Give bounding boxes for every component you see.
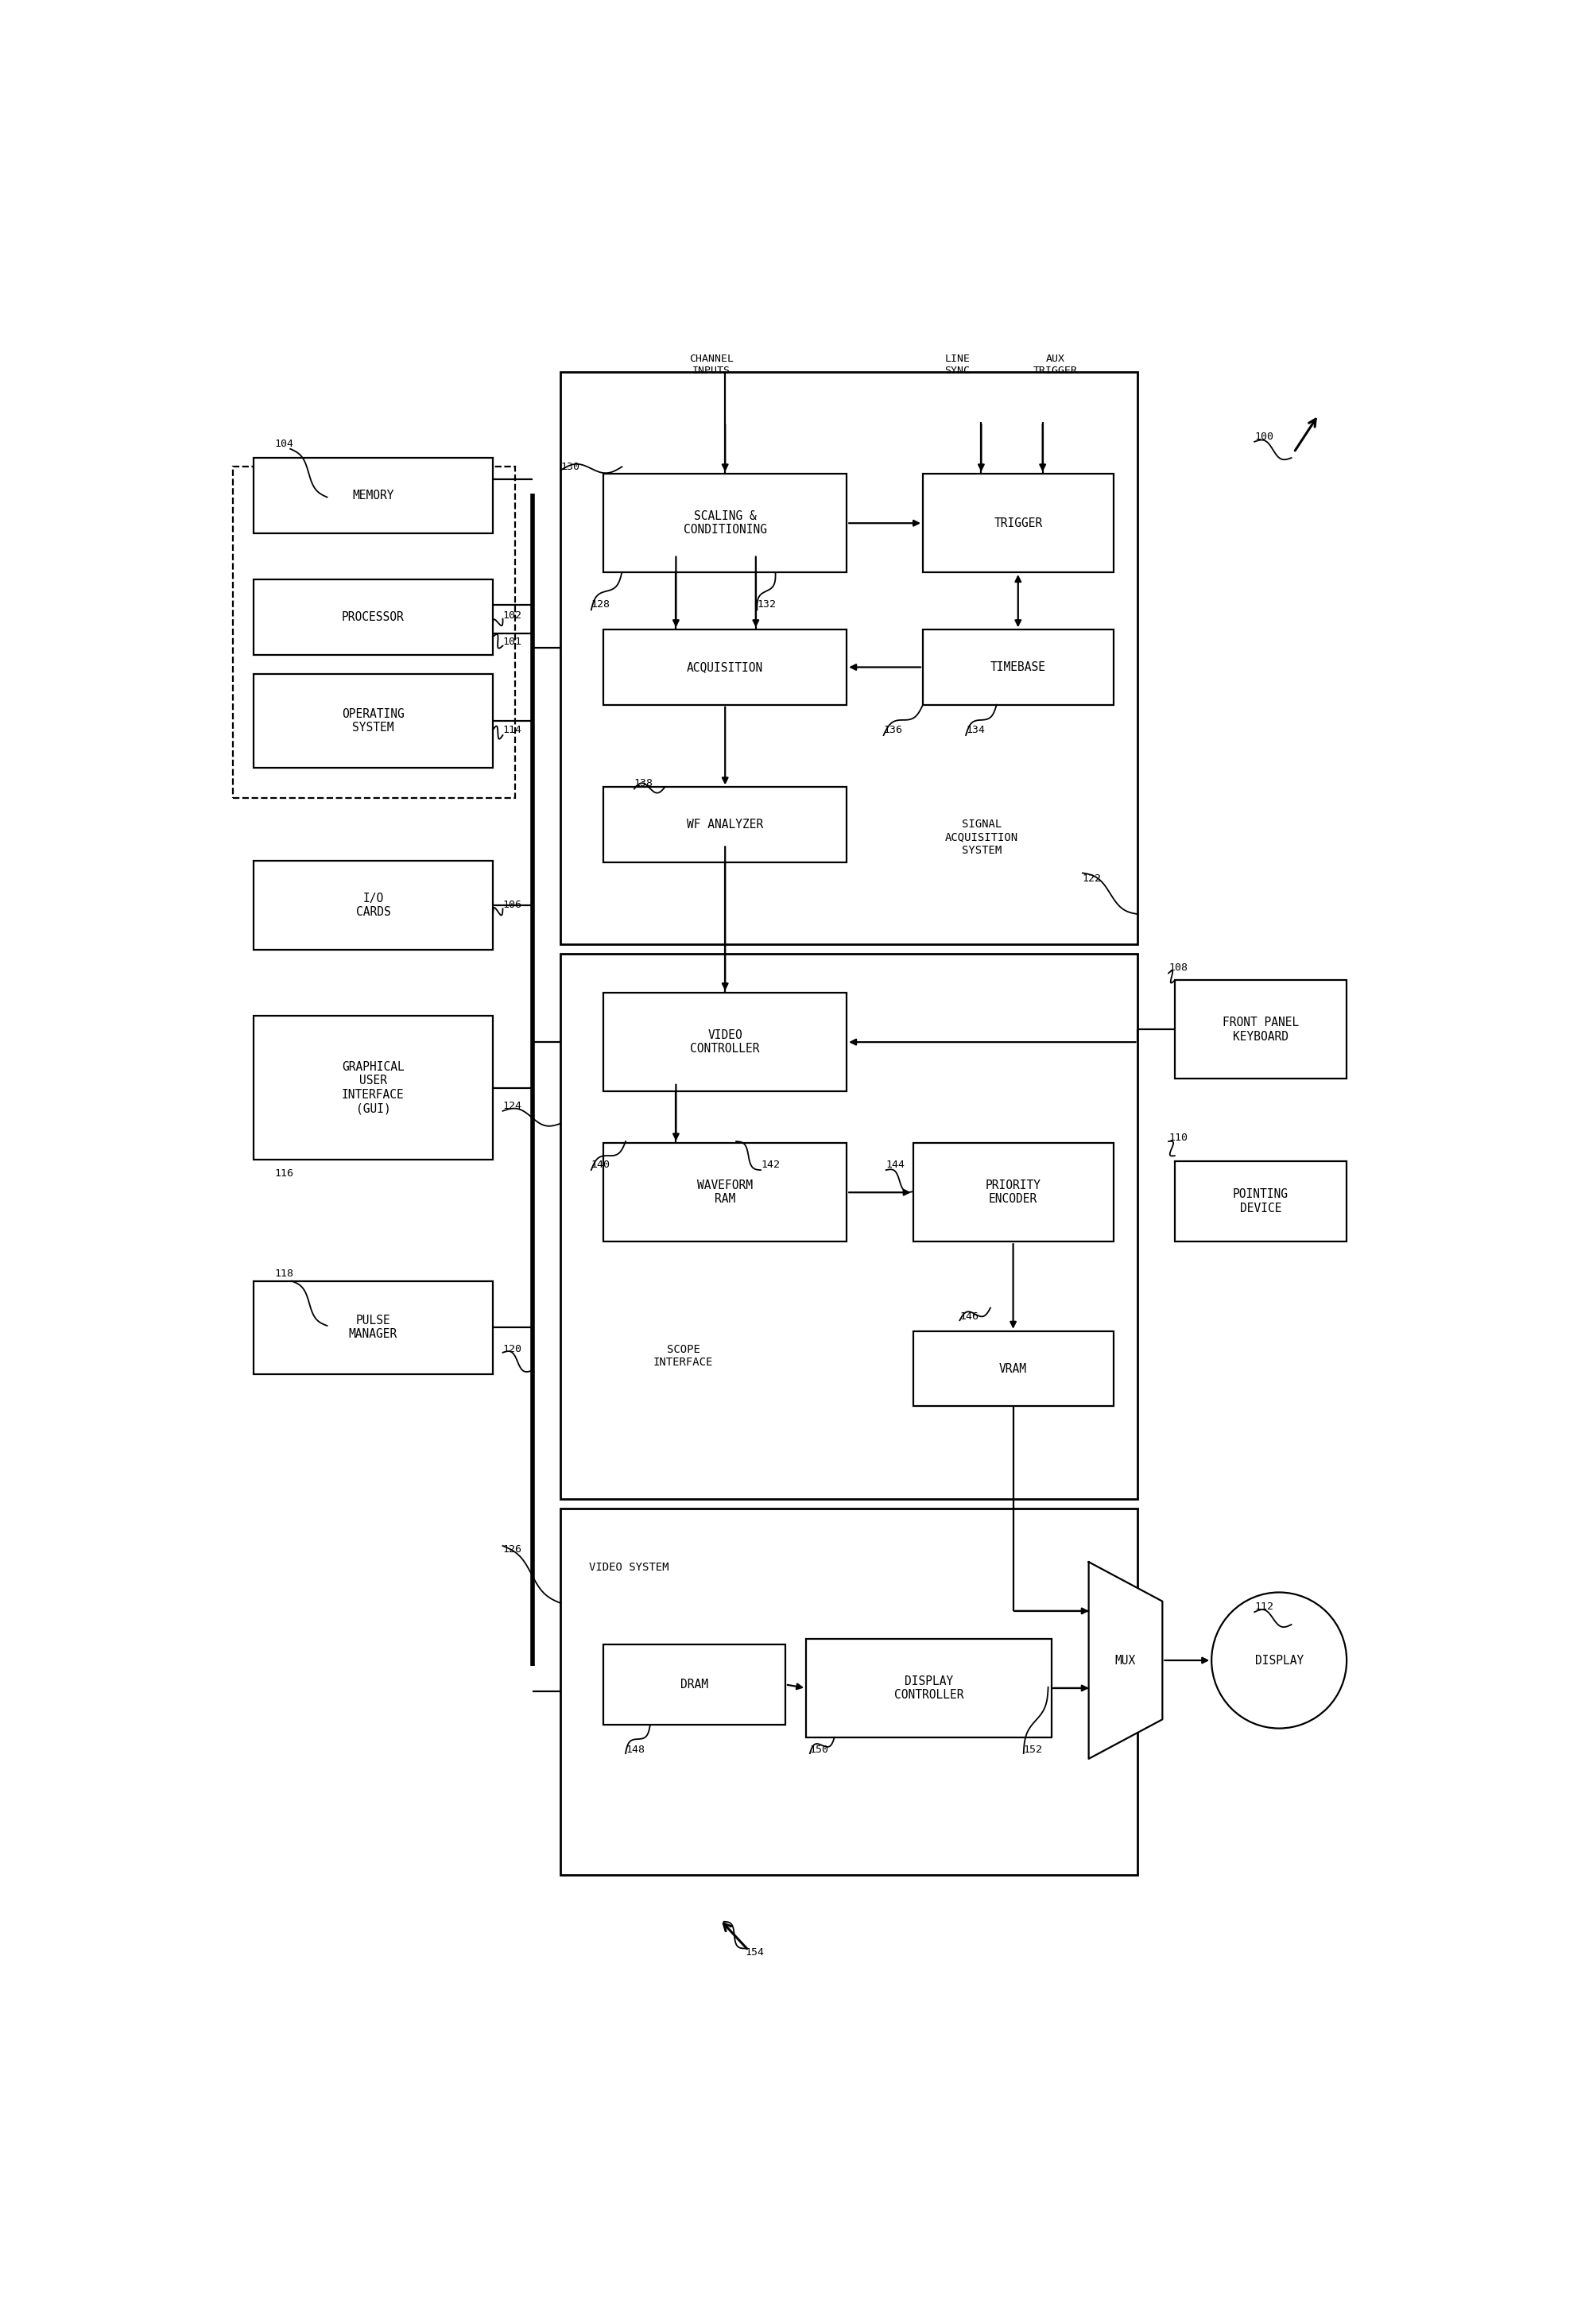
Bar: [233, 467, 515, 797]
Text: MUX: MUX: [1116, 1655, 1136, 1666]
Text: POINTING
DEVICE: POINTING DEVICE: [1233, 1188, 1289, 1213]
Text: 150: 150: [810, 1745, 829, 1755]
Text: TIMEBASE: TIMEBASE: [991, 662, 1046, 674]
Text: 116: 116: [274, 1169, 293, 1178]
Text: 134: 134: [965, 725, 984, 734]
Text: DISPLAY
CONTROLLER: DISPLAY CONTROLLER: [894, 1676, 964, 1701]
Bar: [604, 1645, 785, 1724]
Text: ACQUISITION: ACQUISITION: [686, 662, 764, 674]
Text: I/O
CARDS: I/O CARDS: [355, 892, 390, 918]
Text: 130: 130: [561, 462, 580, 472]
Text: GRAPHICAL
USER
INTERFACE
(GUI): GRAPHICAL USER INTERFACE (GUI): [342, 1062, 404, 1116]
Text: WAVEFORM
RAM: WAVEFORM RAM: [697, 1181, 753, 1206]
Text: LINE
SYNC: LINE SYNC: [945, 353, 970, 376]
Bar: [604, 1143, 846, 1241]
Bar: [913, 1143, 1113, 1241]
Bar: [604, 474, 846, 572]
Ellipse shape: [1211, 1592, 1347, 1729]
Text: 132: 132: [758, 600, 777, 609]
Text: 110: 110: [1168, 1132, 1187, 1143]
Bar: [254, 458, 493, 532]
Bar: [561, 953, 1138, 1499]
Text: 118: 118: [274, 1269, 293, 1278]
Bar: [254, 1281, 493, 1373]
Text: PROCESSOR: PROCESSOR: [342, 611, 404, 623]
Text: 106: 106: [502, 899, 521, 911]
Text: 104: 104: [274, 439, 293, 449]
Text: VIDEO
CONTROLLER: VIDEO CONTROLLER: [691, 1030, 759, 1055]
Text: MEMORY: MEMORY: [352, 490, 395, 502]
Text: 108: 108: [1168, 962, 1187, 974]
Text: SCOPE
INTERFACE: SCOPE INTERFACE: [653, 1343, 713, 1369]
Text: VIDEO SYSTEM: VIDEO SYSTEM: [588, 1562, 669, 1573]
Bar: [254, 860, 493, 951]
Bar: [254, 674, 493, 767]
Bar: [922, 630, 1113, 704]
Text: FRONT PANEL
KEYBOARD: FRONT PANEL KEYBOARD: [1222, 1016, 1300, 1043]
Text: 144: 144: [886, 1160, 905, 1169]
Text: 122: 122: [1083, 874, 1102, 883]
Bar: [922, 474, 1113, 572]
Bar: [561, 372, 1138, 944]
Text: PRIORITY
ENCODER: PRIORITY ENCODER: [986, 1181, 1041, 1206]
Text: 112: 112: [1255, 1601, 1274, 1613]
Bar: [1174, 1162, 1347, 1241]
Text: 152: 152: [1024, 1745, 1043, 1755]
Text: 100: 100: [1255, 432, 1274, 442]
Text: 124: 124: [502, 1102, 521, 1111]
Text: DRAM: DRAM: [680, 1678, 708, 1690]
Text: WF ANALYZER: WF ANALYZER: [686, 818, 764, 830]
Text: 142: 142: [761, 1160, 780, 1169]
Text: CHANNEL
INPUTS: CHANNEL INPUTS: [689, 353, 734, 376]
Bar: [604, 992, 846, 1092]
Text: 102: 102: [502, 611, 521, 621]
Text: 140: 140: [591, 1160, 610, 1169]
Text: 120: 120: [502, 1343, 521, 1355]
Bar: [604, 788, 846, 862]
Text: PULSE
MANAGER: PULSE MANAGER: [349, 1315, 398, 1341]
Text: 136: 136: [883, 725, 902, 734]
Bar: [254, 1016, 493, 1160]
Text: 126: 126: [502, 1543, 521, 1555]
Text: 114: 114: [502, 725, 521, 734]
Text: 101: 101: [502, 637, 521, 648]
Text: 138: 138: [634, 779, 653, 788]
Text: AUX
TRIGGER: AUX TRIGGER: [1033, 353, 1078, 376]
Text: 146: 146: [959, 1311, 980, 1322]
Polygon shape: [1089, 1562, 1162, 1759]
Bar: [561, 1508, 1138, 1875]
Text: OPERATING
SYSTEM: OPERATING SYSTEM: [342, 709, 404, 734]
Text: TRIGGER: TRIGGER: [994, 518, 1043, 530]
Text: 148: 148: [626, 1745, 645, 1755]
Text: VRAM: VRAM: [999, 1362, 1027, 1373]
Text: DISPLAY: DISPLAY: [1255, 1655, 1303, 1666]
Bar: [1174, 981, 1347, 1078]
Text: 128: 128: [591, 600, 610, 609]
Bar: [913, 1332, 1113, 1406]
Text: 154: 154: [745, 1948, 764, 1957]
Bar: [807, 1638, 1052, 1738]
Text: SCALING &
CONDITIONING: SCALING & CONDITIONING: [683, 511, 767, 537]
Bar: [604, 630, 846, 704]
Text: SIGNAL
ACQUISITION
SYSTEM: SIGNAL ACQUISITION SYSTEM: [945, 818, 1019, 855]
Bar: [254, 579, 493, 655]
